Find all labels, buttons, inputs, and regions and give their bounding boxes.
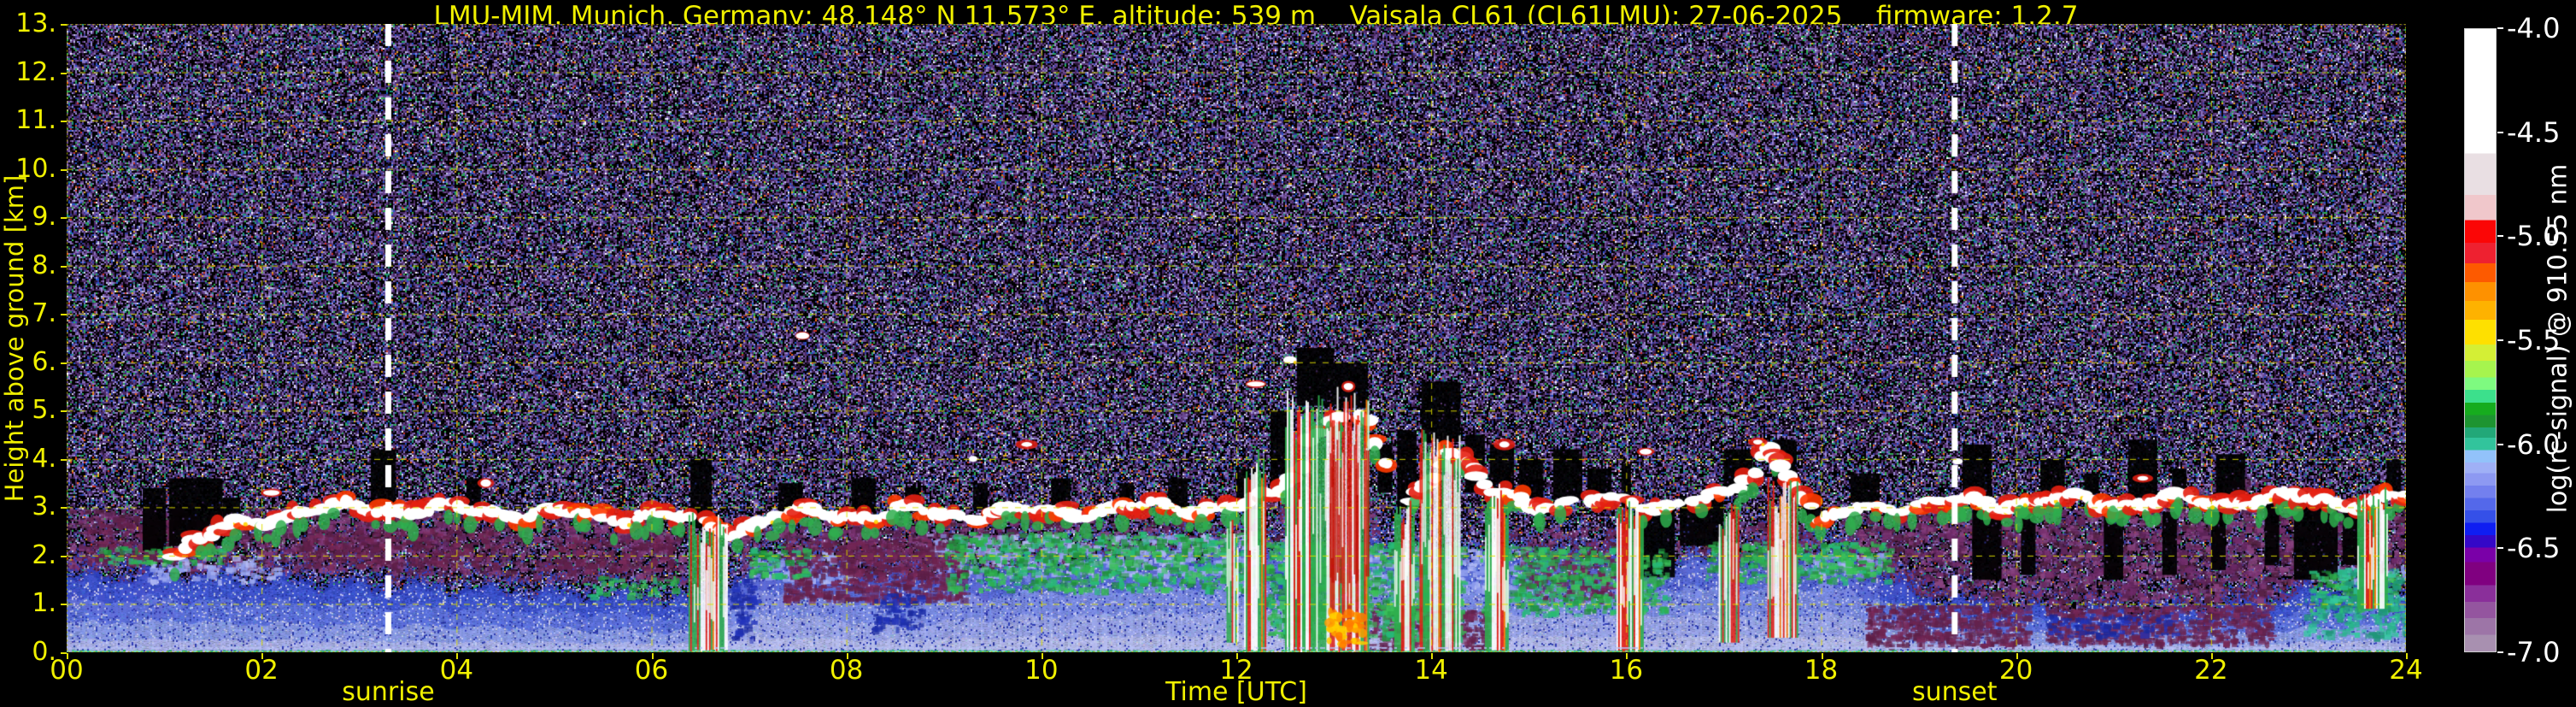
colorbar-tick-mark [2497,443,2503,445]
x-tick-label: 22 [2194,655,2228,686]
colorbar-tick-mark [2497,131,2503,133]
y-tick-label: 9. [32,202,56,233]
colorbar-tick-label: -4.0 [2507,12,2561,44]
colorbar-tick-mark [2497,27,2503,29]
y-tick-mark [61,24,67,26]
colorbar-tick-label: -7.0 [2507,636,2561,669]
colorbar-tick-label: -5.0 [2507,220,2561,253]
sunset-annotation: sunset [1912,677,1998,707]
y-tick-mark [61,72,67,74]
ceilometer-heatmap-canvas [67,24,2406,652]
y-tick-mark [61,410,67,413]
y-tick-mark [61,314,67,316]
x-tick-label: 20 [1998,655,2033,686]
x-tick-mark [2406,653,2408,659]
colorbar-tick-label: -4.5 [2507,115,2561,149]
y-tick-mark [61,168,67,171]
colorbar-tick-label: -6.0 [2507,427,2561,461]
y-tick-mark [61,555,67,557]
x-tick-mark [67,653,68,659]
y-tick-label: 2. [32,539,56,570]
y-tick-label: 8. [32,250,56,280]
y-tick-mark [61,121,67,123]
x-tick-label: 16 [1609,655,1644,686]
y-tick-label: 7. [32,298,56,329]
colorbar-tick-mark [2497,547,2503,550]
x-axis-label: Time [UTC] [1165,677,1307,707]
x-tick-mark [846,653,848,659]
y-tick-label: 1. [32,588,56,619]
y-tick-label: 13. [15,9,56,38]
x-tick-mark [2210,653,2213,659]
y-tick-label: 6. [32,346,56,377]
y-axis-label: Height above ground [km] [0,174,29,503]
colorbar-label: log(rc-signal) @ 910.55 nm [2543,163,2573,514]
y-tick-mark [61,458,67,461]
x-tick-mark [1431,653,1434,659]
plot-title: LMU-MIM, Munich, Germany; 48.148° N 11.5… [433,1,2079,32]
colorbar-tick-mark [2497,235,2503,238]
x-tick-label: 14 [1414,655,1448,686]
y-tick-label: 3. [32,492,56,522]
y-tick-label: 4. [32,443,56,474]
x-tick-mark [261,653,264,659]
x-tick-mark [1236,653,1238,659]
y-tick-label: 11. [15,105,56,136]
x-tick-mark [1821,653,1823,659]
y-tick-mark [61,265,67,268]
x-tick-label: 06 [634,655,669,686]
colorbar-tick-mark [2497,339,2503,341]
x-tick-label: 12 [1219,655,1253,686]
y-tick-label: 12. [15,56,56,87]
y-tick-mark [61,507,67,510]
y-tick-mark [61,604,67,606]
y-tick-mark [61,362,67,364]
x-tick-label: 18 [1804,655,1839,686]
colorbar-tick-label: -6.5 [2507,532,2561,565]
x-tick-mark [2016,653,2018,659]
x-tick-label: 04 [439,655,474,686]
x-tick-label: 08 [829,655,864,686]
y-tick-label: 10. [15,153,56,184]
x-tick-label: 10 [1024,655,1059,686]
x-tick-mark [651,653,654,659]
x-tick-label: 02 [244,655,279,686]
y-tick-mark [61,217,67,220]
x-tick-label: 24 [2389,655,2423,686]
x-tick-mark [456,653,459,659]
x-tick-mark [1626,653,1628,659]
colorbar-tick-label: -5.5 [2507,324,2561,356]
colorbar-tick-mark [2497,651,2503,653]
x-tick-mark [1041,653,1043,659]
colorbar [2464,28,2497,652]
sunrise-annotation: sunrise [342,677,435,707]
x-tick-label: 00 [50,655,84,686]
y-tick-label: 0. [32,637,56,667]
y-tick-mark [61,652,67,654]
y-tick-label: 5. [32,395,56,426]
